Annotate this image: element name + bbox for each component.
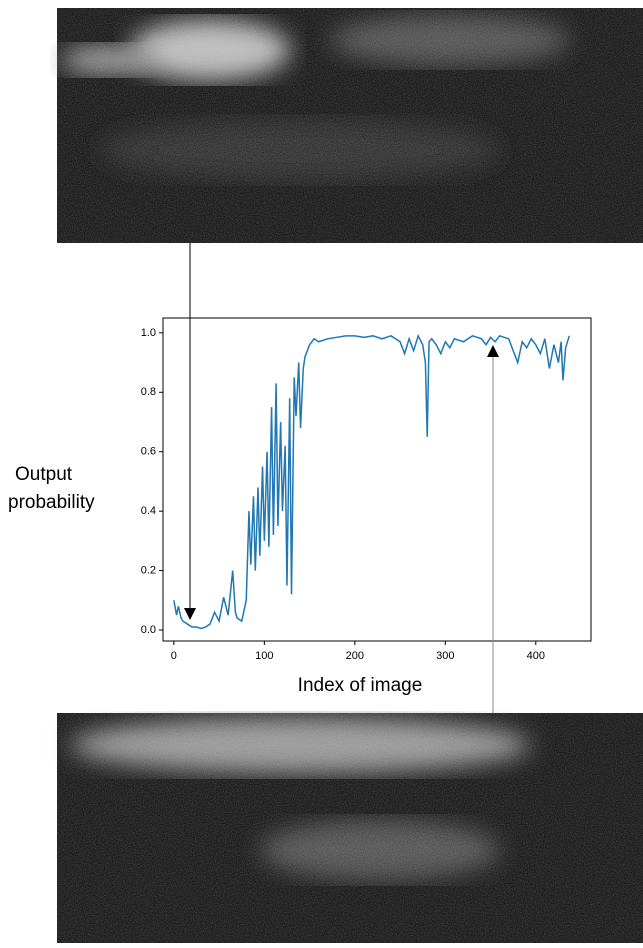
y-tick-label: 0.8	[141, 386, 156, 398]
x-tick-label: 100	[255, 650, 273, 662]
plot-frame	[162, 317, 592, 642]
data-line: probability	[173, 333, 571, 630]
x-tick-label: 300	[436, 650, 454, 662]
y-axis-label: probability	[8, 492, 95, 513]
arrow-head	[487, 345, 499, 357]
x-tick-label: 0	[171, 650, 177, 662]
y-tick-label: 0.2	[141, 564, 156, 576]
x-axis-label: Index of image	[298, 675, 423, 696]
y-tick-label: 0.4	[141, 505, 156, 517]
x-tick-label: 400	[527, 650, 545, 662]
y-tick-label: 1.0	[141, 327, 156, 339]
bottom-image	[57, 713, 643, 943]
top-image	[57, 8, 643, 243]
x-tick-label: 200	[346, 650, 364, 662]
y-tick-label: 0.0	[141, 624, 156, 636]
arrow-head	[184, 608, 196, 620]
y-axis-label: Output	[15, 464, 73, 485]
y-tick-label: 0.6	[141, 446, 156, 458]
